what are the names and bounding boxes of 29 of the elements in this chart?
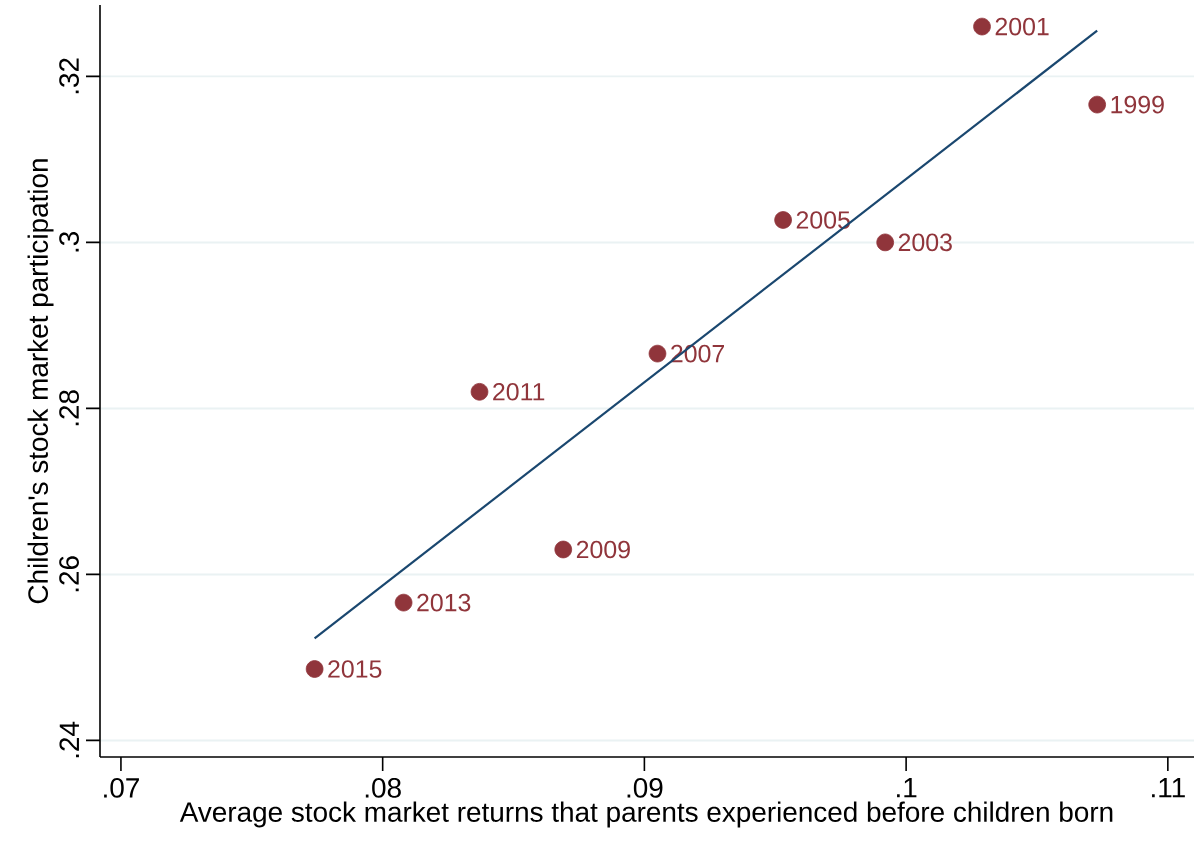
point [554, 540, 573, 559]
annotation: 2005 [796, 211, 850, 229]
point [774, 211, 792, 229]
y-tick-label: .3 [59, 231, 79, 252]
annotation: 2009 [576, 540, 630, 559]
x-tick-label: .08 [365, 778, 401, 798]
annotation: 2001 [995, 17, 1049, 36]
point [305, 660, 324, 678]
annotation: 1999 [1111, 95, 1164, 114]
x-tick-label: .07 [104, 778, 139, 798]
x-tick-label: .09 [627, 778, 663, 798]
point [470, 382, 489, 401]
annotation: 2013 [417, 593, 471, 612]
y-axis-title: Children's stock market participation [27, 159, 54, 604]
point [1088, 95, 1106, 114]
y-tick-label: .26 [59, 556, 79, 592]
x-axis-title: Average stock market returns that parents experienced before children born [179, 801, 1113, 828]
x-tick-label: .11 [1152, 778, 1185, 798]
annotation: 2011 [493, 382, 545, 401]
point [648, 344, 667, 363]
point [876, 233, 894, 252]
y-tick-label: .32 [59, 58, 79, 94]
y-tick-label: .28 [59, 390, 79, 426]
annotation: 2015 [328, 660, 382, 678]
x-tick-label: .1 [897, 778, 917, 798]
point [394, 593, 413, 612]
point [973, 17, 991, 36]
y-tick-label: .24 [59, 721, 79, 758]
annotation: 2003 [898, 233, 952, 252]
